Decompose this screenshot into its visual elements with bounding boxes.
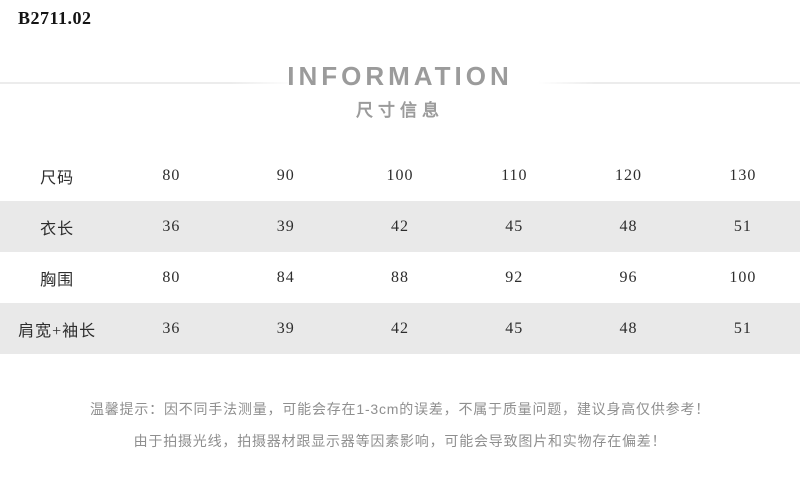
size-cell: 120	[615, 166, 643, 184]
table-row-shoulder-sleeve: 肩宽+袖长 36 39 42 45 48 51	[0, 303, 800, 354]
value-cell: 42	[390, 217, 409, 235]
value-cell: 39	[276, 319, 295, 337]
table-row-size: 尺码 80 90 100 110 120 130	[0, 150, 800, 201]
info-title: INFORMATION	[287, 61, 513, 91]
row-label: 肩宽+袖长	[18, 322, 97, 340]
header-rule-left	[0, 82, 296, 84]
row-label: 衣长	[40, 220, 75, 238]
photo-color-tip: 由于拍摄光线，拍摄器材跟显示器等因素影响，可能会导致图片和实物存在偏差！	[133, 433, 667, 449]
product-sku: B2711.02	[18, 8, 92, 28]
value-cell: 51	[733, 319, 752, 337]
value-cell: 48	[619, 217, 638, 235]
size-cell: 110	[501, 166, 528, 184]
measurement-tip: 温馨提示：因不同手法测量，可能会存在1-3cm的误差，不属于质量问题，建议身高仅…	[89, 401, 711, 417]
table-row-chest: 胸围 80 84 88 92 96 100	[0, 252, 800, 303]
size-table: 尺码 80 90 100 110 120 130 衣长 36 39 42 45 …	[0, 150, 800, 354]
row-label: 尺码	[40, 169, 75, 187]
header-rule-right	[538, 82, 800, 84]
info-subtitle: 尺寸信息	[356, 101, 444, 120]
value-cell: 45	[505, 319, 524, 337]
value-cell: 39	[276, 217, 295, 235]
value-cell: 48	[619, 319, 638, 337]
value-cell: 92	[505, 268, 524, 286]
value-cell: 45	[505, 217, 524, 235]
table-row-length: 衣长 36 39 42 45 48 51	[0, 201, 800, 252]
value-cell: 96	[619, 268, 638, 286]
row-label: 胸围	[40, 271, 75, 289]
size-cell: 100	[386, 166, 414, 184]
value-cell: 80	[162, 268, 181, 286]
value-cell: 88	[390, 268, 409, 286]
value-cell: 36	[162, 217, 181, 235]
value-cell: 42	[390, 319, 409, 337]
size-cell: 90	[276, 166, 295, 184]
value-cell: 84	[276, 268, 295, 286]
value-cell: 36	[162, 319, 181, 337]
size-cell: 130	[729, 166, 757, 184]
value-cell: 100	[729, 268, 757, 286]
value-cell: 51	[733, 217, 752, 235]
size-cell: 80	[162, 166, 181, 184]
